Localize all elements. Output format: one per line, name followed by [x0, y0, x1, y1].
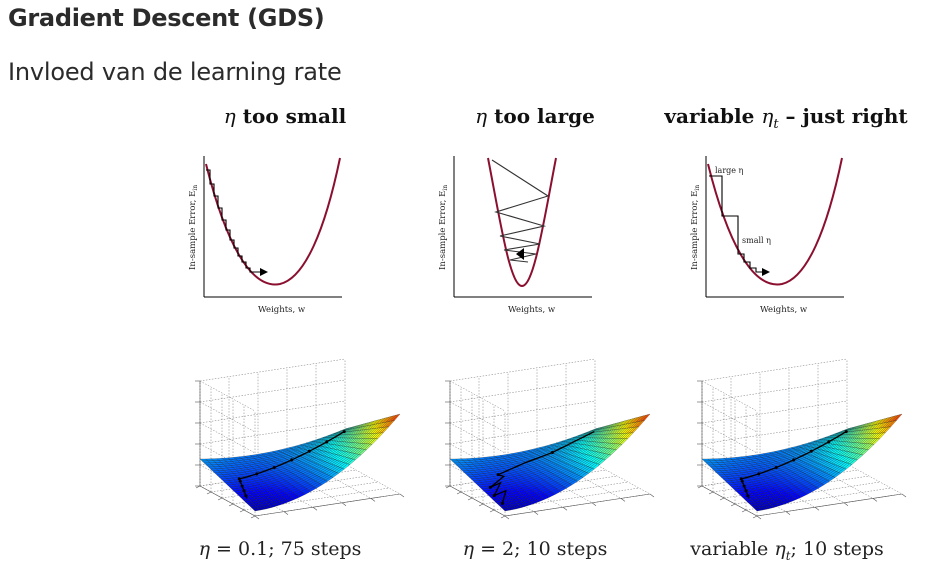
error-curve — [707, 157, 843, 286]
caption-small-eta: η = 0.1; 75 steps — [198, 538, 362, 560]
x-axis-label: Weights, w — [760, 305, 808, 315]
caption-variable-eta: variable ηt; 10 steps — [690, 538, 884, 563]
error-curve — [205, 157, 341, 286]
slide-subtitle: Invloed van de learning rate — [8, 58, 342, 86]
plot-2d-large-eta: In-sample Error, Ein Weights, w — [438, 156, 592, 315]
y-axis-label: In-sample Error, Ein — [188, 185, 199, 270]
path-arrowhead — [762, 268, 770, 276]
error-curve — [487, 157, 557, 288]
annotation-small-eta: small η — [742, 236, 771, 245]
slide-title: Gradient Descent (GDS) — [8, 4, 325, 32]
surface-3d-small-eta — [195, 358, 405, 520]
panel-1-title: η too small — [223, 104, 347, 128]
path-arrowhead — [260, 268, 268, 276]
y-axis-label: In-sample Error, Ein — [438, 185, 449, 270]
panel-2-title: η too large — [475, 104, 595, 128]
surface-3d-large-eta — [445, 358, 655, 520]
path-arrowhead — [516, 248, 524, 260]
descent-path — [709, 175, 764, 273]
x-axis-label: Weights, w — [508, 305, 556, 315]
panel-3-title: variable ηt – just right — [664, 104, 908, 132]
plot-2d-small-eta: In-sample Error, Ein Weights, w — [188, 156, 342, 315]
y-axis-label: In-sample Error, Ein — [690, 185, 701, 270]
x-axis-label: Weights, w — [258, 305, 306, 315]
descent-path — [206, 169, 262, 273]
surface-3d-variable-eta — [697, 358, 907, 520]
annotation-large-eta: large η — [715, 166, 744, 175]
plot-2d-variable-eta: In-sample Error, Ein Weights, w large η … — [690, 156, 844, 315]
caption-large-eta: η = 2; 10 steps — [462, 538, 608, 560]
